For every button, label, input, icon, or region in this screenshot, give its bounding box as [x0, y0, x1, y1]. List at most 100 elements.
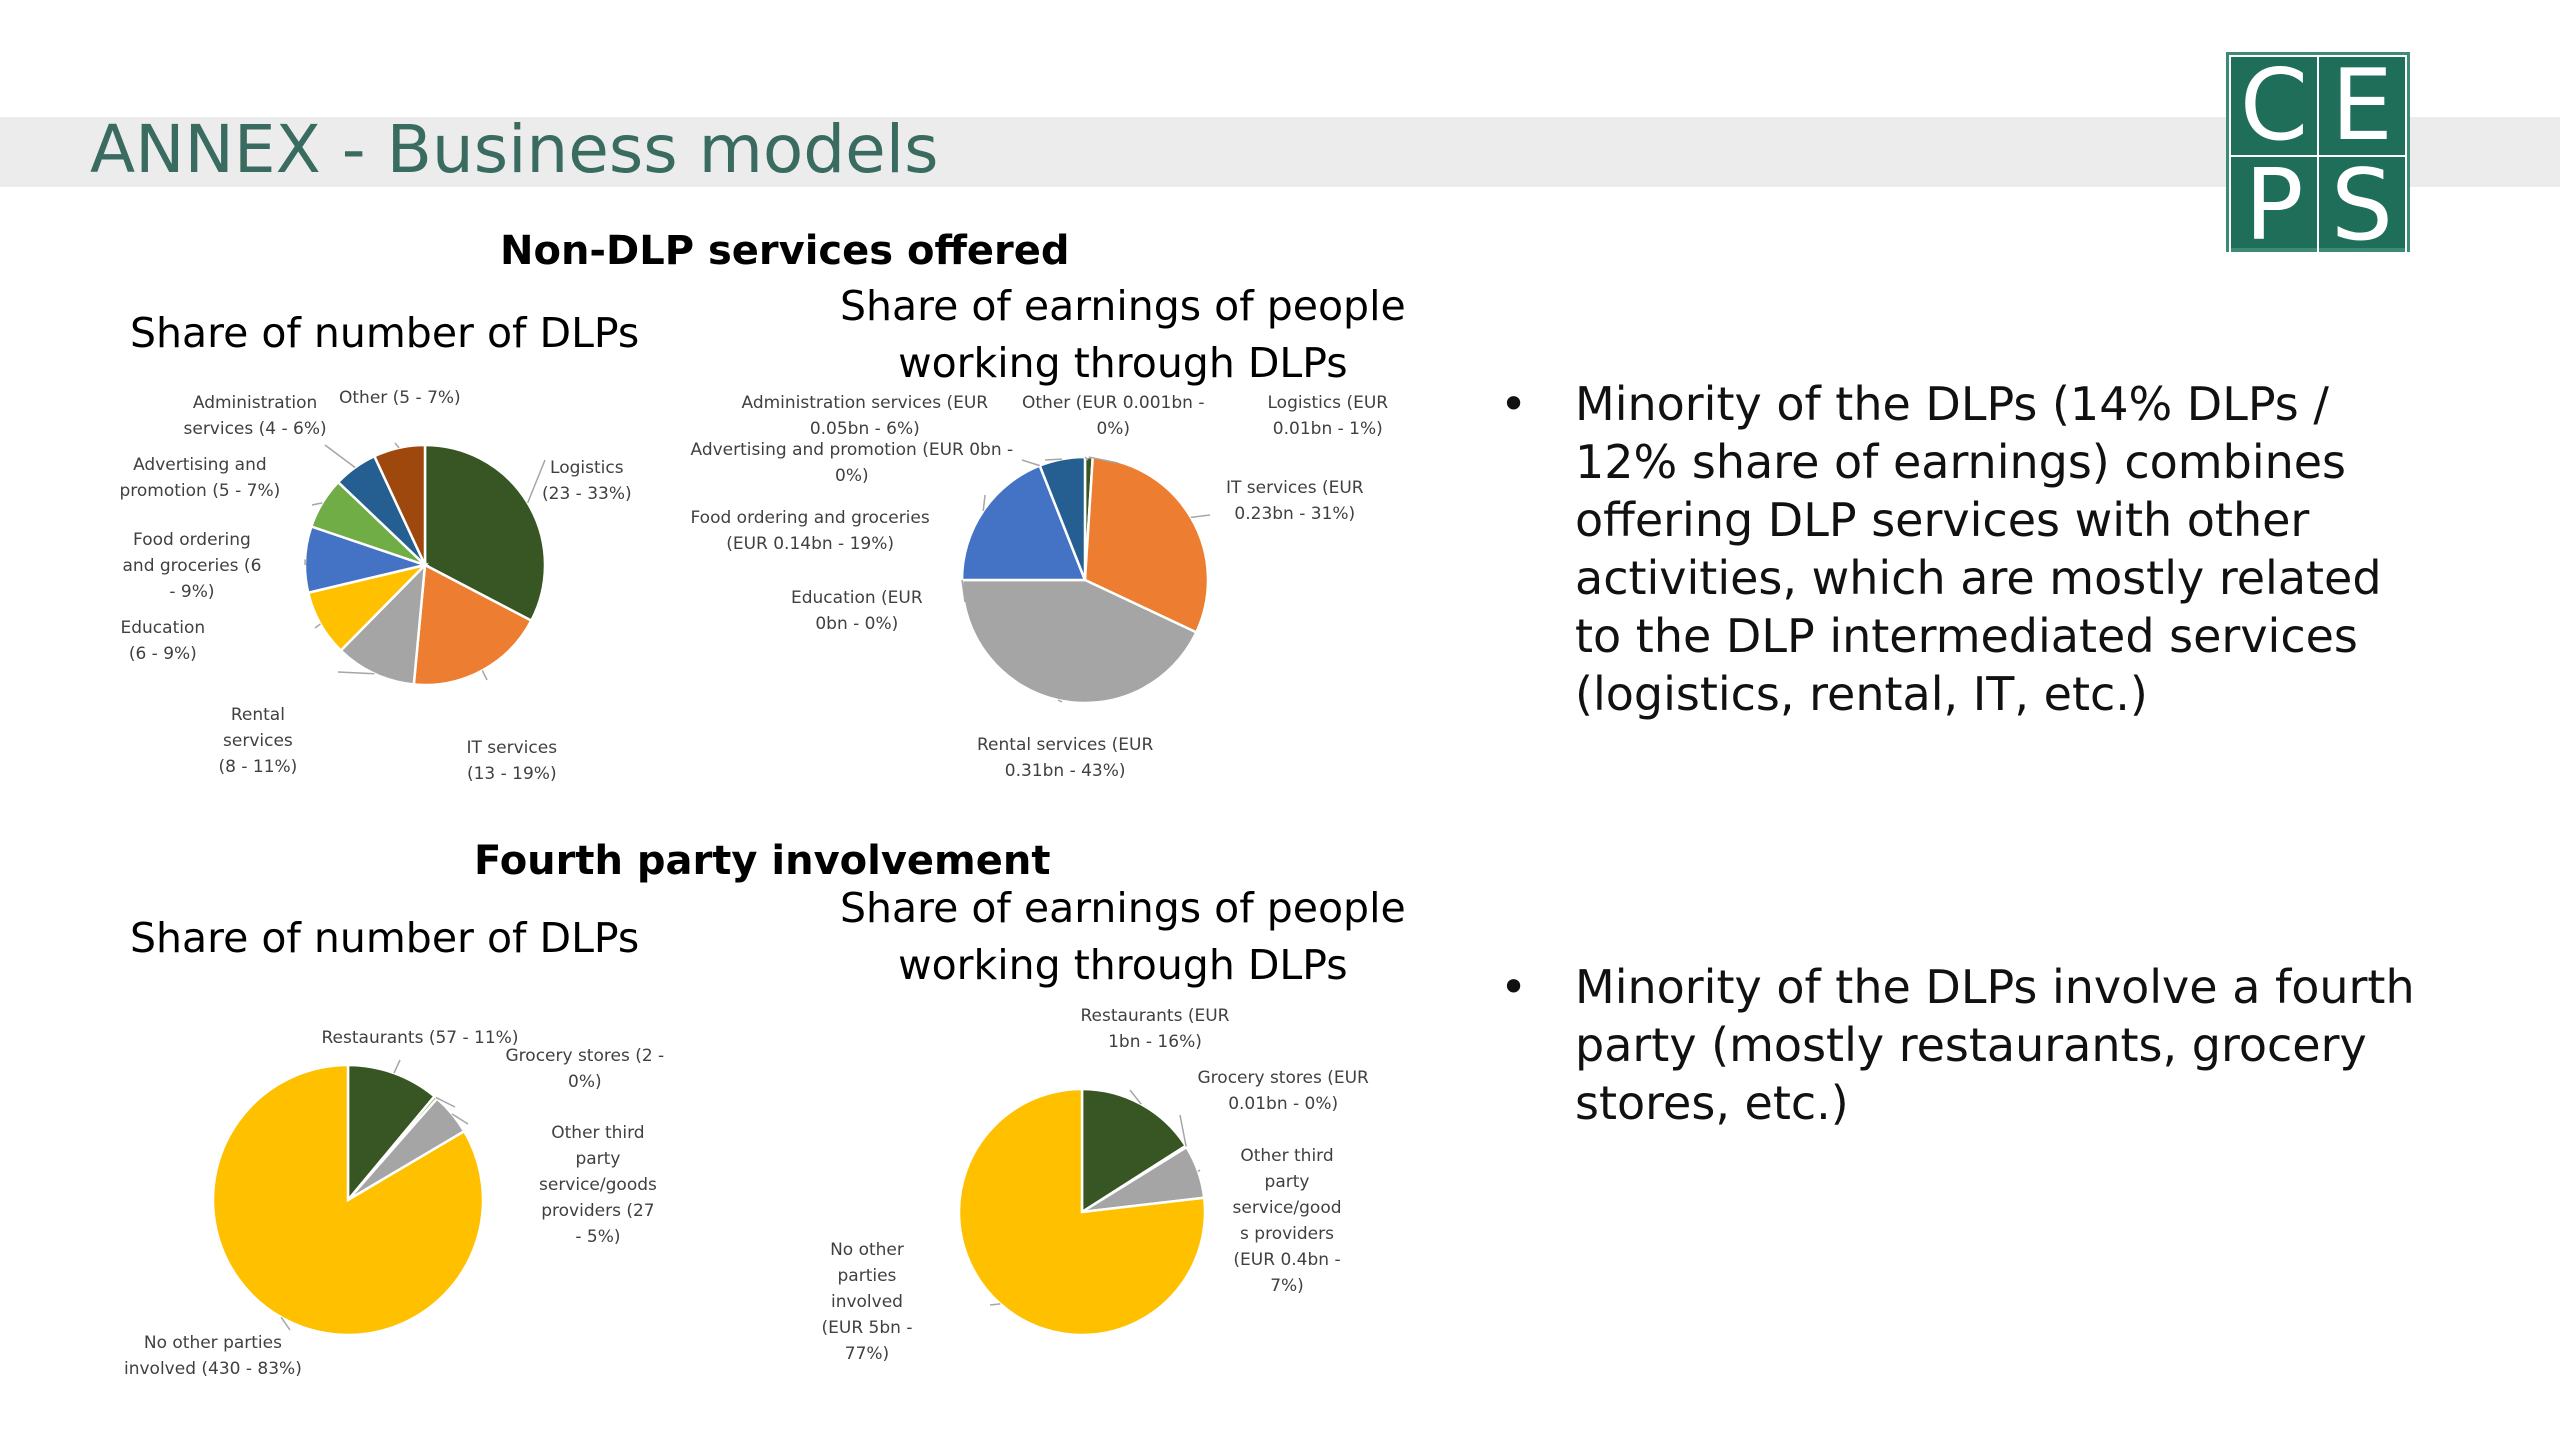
slice-label-line: No other — [830, 1240, 904, 1260]
leader-line — [314, 623, 321, 629]
slice-label: Other third party service/good s providers (… — [1233, 1143, 1342, 1299]
slice-label-line: (13 - 19%) — [466, 764, 557, 784]
slice-label-line: Restaurants (57 - 11%) — [321, 1028, 519, 1048]
slice-label-line: Administration services (EUR — [741, 393, 989, 413]
slice-label-line: Other (5 - 7%) — [339, 388, 461, 408]
section-heading-fourth-party: Fourth party involvement — [474, 838, 1051, 884]
leader-line — [337, 671, 375, 675]
slice-label: Grocery stores (EUR 0.01bn - 0%) — [1198, 1065, 1369, 1117]
slide-title: ANNEX - Business models — [90, 111, 939, 188]
leader-line — [1129, 1089, 1142, 1105]
slice-label-line: 0.23bn - 31%) — [1234, 504, 1356, 524]
chart-title-line: Share of number of DLPs — [130, 309, 640, 357]
bullet-text: Minority of the DLPs involve a fourth pa… — [1575, 958, 2425, 1132]
slice-label-line: Rental — [230, 705, 285, 725]
leader-line — [1084, 456, 1089, 461]
slice-label: Grocery stores (2 - 0%) — [506, 1043, 665, 1095]
bullet-text: Minority of the DLPs (14% DLPs / 12% sha… — [1575, 375, 2425, 723]
pie-chart-dlps-fourth-party — [211, 1063, 485, 1337]
leader-line — [280, 1316, 291, 1331]
slice-label-line: party — [1264, 1172, 1310, 1192]
leader-line — [982, 494, 986, 511]
slice-label: Other (5 - 7%) — [339, 385, 461, 411]
chart-title-line: Share of earnings of people — [840, 282, 1406, 330]
leader-line — [394, 442, 400, 449]
chart-title-dlps-2: Share of number of DLPs — [130, 910, 639, 967]
slice-label-line: 0.01bn - 0%) — [1228, 1094, 1339, 1114]
slice-label-line: Advertising and promotion (EUR 0bn - — [690, 440, 1014, 460]
leader-line — [989, 1303, 1001, 1306]
slice-label: Advertising and promotion (5 - 7%) — [120, 452, 281, 504]
logo-letter: S — [2317, 155, 2407, 257]
bullet-line: Minority of the DLPs (14% DLPs / — [1575, 377, 2329, 431]
slice-label-line: promotion (5 - 7%) — [119, 481, 281, 501]
slice-label-line: IT services (EUR — [1226, 478, 1364, 498]
slice-label-line: services (4 - 6%) — [183, 419, 327, 439]
section-heading-non-dlp: Non-DLP services offered — [500, 228, 1070, 274]
bullet-line: 12% share of earnings) combines — [1575, 435, 2347, 489]
slice-label: IT services (EUR 0.23bn - 31%) — [1226, 475, 1364, 527]
chart-title-line: working through DLPs — [898, 339, 1348, 387]
slice-label-line: No other parties — [143, 1333, 282, 1353]
slice-label-line: 0%) — [1096, 419, 1131, 439]
slice-label-line: parties — [837, 1266, 897, 1286]
slice-label-line: (23 - 33%) — [542, 484, 632, 504]
slice-label-line: services — [223, 731, 293, 751]
slice-label-line: involved — [830, 1292, 903, 1312]
slice-label-line: Advertising and — [133, 455, 267, 475]
slice-label-line: 0bn - 0%) — [815, 614, 899, 634]
leader-line — [961, 579, 966, 603]
pie-slice — [339, 561, 427, 686]
pie-slice — [1080, 1087, 1188, 1215]
leader-line — [393, 1059, 401, 1074]
chart-title-line: Share of earnings of people — [840, 884, 1406, 932]
chart-title-line: working through DLPs — [898, 941, 1348, 989]
slice-label-line: providers (27 — [541, 1201, 655, 1221]
slice-label-line: 0.31bn - 43%) — [1004, 761, 1126, 781]
pie-slice — [412, 563, 534, 687]
pie-slice — [1083, 455, 1210, 635]
slice-label-line: Administration — [192, 393, 318, 413]
slice-label: No other parties involved (EUR 5bn - 77%) — [822, 1237, 913, 1367]
slice-label: Logistics (EUR 0.01bn - 1%) — [1268, 390, 1389, 442]
leader-line — [1197, 1169, 1201, 1173]
bullet-line: offering DLP services with other — [1575, 493, 2310, 547]
slice-label: Rental services (8 - 11%) — [219, 702, 298, 780]
leader-line — [526, 459, 546, 504]
leader-line — [1179, 1114, 1187, 1147]
slice-label-line: - 5%) — [575, 1227, 621, 1247]
slice-label-line: - 9%) — [169, 582, 215, 602]
leader-line — [1044, 458, 1062, 461]
slice-label-line: party — [575, 1149, 621, 1169]
slice-label: Education (6 - 9%) — [121, 615, 206, 667]
slice-label: No other parties involved (430 - 83%) — [124, 1330, 302, 1382]
slice-label-line: 0%) — [835, 466, 869, 486]
slice-label: Education (EUR 0bn - 0%) — [791, 585, 923, 637]
slice-label-line: 0.01bn - 1%) — [1272, 419, 1383, 439]
slice-label: Advertising and promotion (EUR 0bn - 0%) — [691, 437, 1014, 489]
leader-line — [1057, 699, 1063, 703]
pie-chart-earnings-services — [960, 455, 1210, 705]
slice-label-line: Food ordering — [133, 530, 251, 550]
leader-line — [481, 670, 488, 681]
slice-label-line: Grocery stores (2 - — [505, 1046, 665, 1066]
leader-line — [324, 444, 356, 469]
leader-lines — [280, 442, 1211, 1331]
bullet-line: stores, etc.) — [1575, 1076, 1849, 1130]
slice-label-line: (8 - 11%) — [218, 757, 298, 777]
slice-label-line: Other (EUR 0.001bn - — [1022, 393, 1205, 413]
slice-label-line: Food ordering and groceries — [690, 508, 930, 528]
slice-label-line: 7%) — [1270, 1276, 1304, 1296]
slice-label-line: (EUR 0.14bn - 19%) — [726, 534, 895, 554]
slice-label: Administration services (4 - 6%) — [184, 390, 327, 442]
title-band — [0, 117, 2560, 187]
pie-slice — [423, 443, 547, 623]
slice-label-line: (EUR 5bn - — [821, 1318, 913, 1338]
slice-label: Food ordering and groceries (EUR 0.14bn -… — [691, 505, 930, 557]
bullet-line: activities, which are mostly related — [1575, 551, 2382, 605]
slice-label: Food ordering and groceries (6 - 9%) — [123, 527, 262, 605]
chart-title-line: Share of number of DLPs — [130, 914, 640, 962]
bullet-dot: • — [1500, 960, 1528, 1014]
slice-label: Other third party service/goods providers (… — [539, 1120, 657, 1250]
